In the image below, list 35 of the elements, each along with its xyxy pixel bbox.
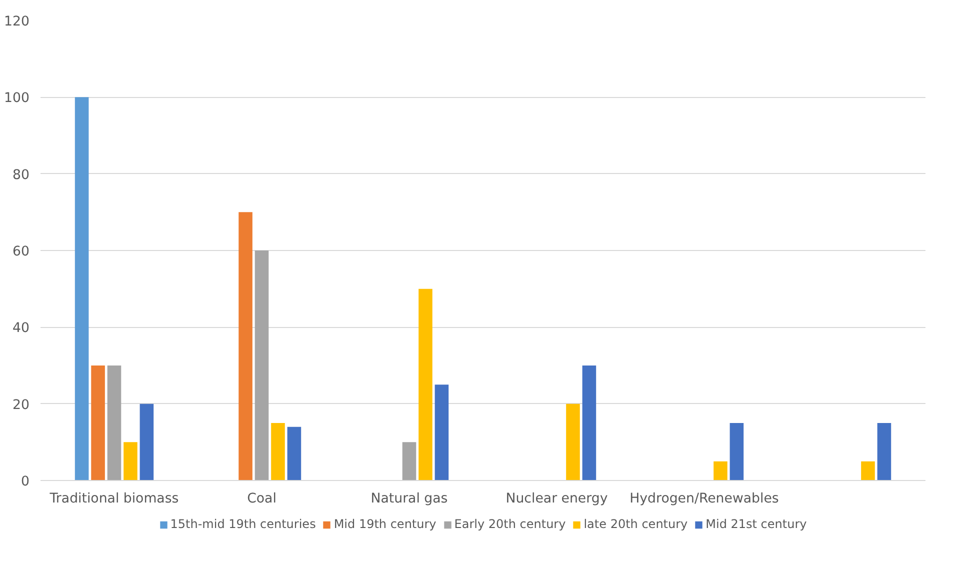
y-tick-label: 60 bbox=[12, 244, 30, 260]
bar bbox=[730, 423, 744, 480]
bar bbox=[91, 366, 105, 480]
legend-label: late 20th century bbox=[584, 517, 688, 531]
legend-label: Early 20th century bbox=[454, 517, 566, 531]
bar bbox=[74, 97, 89, 480]
bar bbox=[714, 461, 728, 480]
y-tick-label: 40 bbox=[12, 321, 30, 336]
bar bbox=[238, 212, 252, 480]
y-tick-label: 0 bbox=[21, 474, 30, 490]
legend-label: Mid 19th century bbox=[334, 517, 436, 531]
bar bbox=[254, 250, 269, 480]
x-tick-label: Traditional biomass bbox=[48, 492, 179, 506]
x-tick-label: Coal bbox=[247, 492, 276, 506]
y-tick-label: 20 bbox=[12, 398, 30, 413]
bar bbox=[271, 423, 285, 480]
bar bbox=[287, 426, 302, 480]
x-tick-label: Nuclear energy bbox=[506, 492, 608, 506]
bar bbox=[566, 404, 580, 480]
bar bbox=[418, 288, 432, 480]
bar bbox=[434, 384, 449, 480]
bar bbox=[140, 404, 154, 480]
legend-label: Mid 21st century bbox=[706, 517, 807, 531]
bar bbox=[402, 442, 416, 480]
y-tick-label: 100 bbox=[4, 91, 30, 106]
bar bbox=[107, 366, 122, 480]
bar bbox=[861, 461, 875, 480]
legend-label: 15th-mid 19th centuries bbox=[170, 517, 316, 531]
y-tick-label: 80 bbox=[12, 168, 30, 183]
bar bbox=[124, 442, 138, 480]
x-tick-label: Natural gas bbox=[370, 492, 448, 506]
y-tick-label: 120 bbox=[4, 14, 30, 30]
bar bbox=[582, 366, 596, 480]
x-tick-label: Hydrogen/Renewables bbox=[630, 492, 779, 506]
bar bbox=[877, 423, 892, 480]
